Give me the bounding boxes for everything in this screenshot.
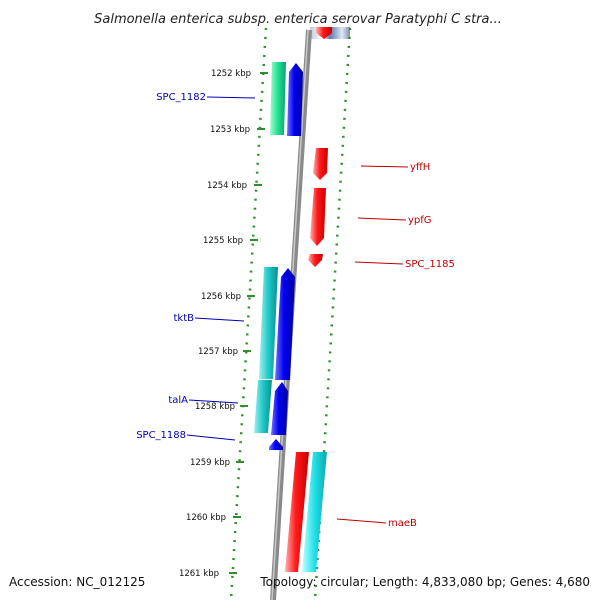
gene-label-spc1182[interactable]: SPC_1182 xyxy=(156,92,206,103)
reverse-strand-genes xyxy=(254,62,303,450)
gene-red-maeb[interactable] xyxy=(285,452,309,572)
tick-label-1260: 1260 kbp xyxy=(186,513,226,523)
partial-forward-gene xyxy=(316,27,332,39)
gene-blue-tktb[interactable] xyxy=(275,268,295,380)
gene-label-yffh[interactable]: yffH xyxy=(410,162,430,173)
gene-label-spc1185[interactable]: SPC_1185 xyxy=(405,259,455,270)
tick-label-1252: 1252 kbp xyxy=(211,69,251,79)
forward-strand-genes xyxy=(285,148,328,572)
topology-text: Topology: circular; Length: 4,833,080 bp… xyxy=(259,575,590,589)
gene-cyan-tala[interactable] xyxy=(254,380,272,433)
gene-lightcyan-maeb[interactable] xyxy=(302,452,327,572)
gene-blue-spc1188[interactable] xyxy=(269,439,283,450)
gene-label-maeb[interactable]: maeB xyxy=(388,518,417,529)
gene-label-tala[interactable]: talA xyxy=(168,395,188,406)
tick-label-1259: 1259 kbp xyxy=(190,458,230,468)
gene-red-yffh[interactable] xyxy=(313,148,328,180)
tick-labels: 1252 kbp 1253 kbp 1254 kbp 1255 kbp 1256… xyxy=(179,69,251,579)
gene-blue-tala[interactable] xyxy=(271,382,288,435)
gene-label-tktb[interactable]: tktB xyxy=(174,313,195,324)
gene-label-spc1188[interactable]: SPC_1188 xyxy=(136,430,186,441)
gene-red-ypfg[interactable] xyxy=(310,188,326,246)
tick-label-1261: 1261 kbp xyxy=(179,569,219,579)
label-leaders xyxy=(186,96,409,524)
tick-label-1254: 1254 kbp xyxy=(207,181,247,191)
gene-blue-spc1182[interactable] xyxy=(287,63,303,136)
tick-marks xyxy=(229,72,268,574)
gene-cyan-tktb[interactable] xyxy=(259,267,278,379)
tick-label-1257: 1257 kbp xyxy=(198,347,238,357)
gene-red-spc1185[interactable] xyxy=(308,254,323,267)
accession-text: Accession: NC_012125 xyxy=(9,575,145,589)
tick-label-1258: 1258 kbp xyxy=(195,402,235,412)
tick-label-1253: 1253 kbp xyxy=(210,125,250,135)
tick-label-1256: 1256 kbp xyxy=(201,292,241,302)
inner-dotted-ring xyxy=(229,27,268,600)
gene-label-ypfg[interactable]: ypfG xyxy=(408,215,432,226)
genome-title: Salmonella enterica subsp. enterica sero… xyxy=(94,12,502,27)
gene-labels: SPC_1182 tktB talA SPC_1188 yffH ypfG SP… xyxy=(136,92,455,529)
gene-green-spc1182[interactable] xyxy=(270,62,286,135)
tick-label-1255: 1255 kbp xyxy=(203,236,243,246)
